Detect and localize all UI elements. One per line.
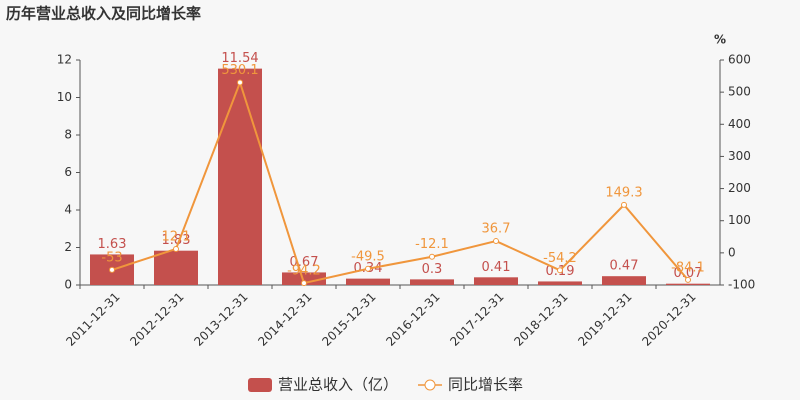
bar (154, 250, 198, 285)
y-tick-label: 6 (64, 165, 72, 179)
bar (410, 279, 454, 285)
x-tick-label: 2018-12-31 (511, 290, 570, 349)
line-value-label: 36.7 (482, 222, 511, 237)
y2-tick-label: 200 (728, 181, 751, 195)
line-point (237, 79, 243, 86)
y-tick-label: 4 (64, 203, 72, 217)
y2-tick-label: 400 (728, 117, 751, 131)
line-point (621, 201, 627, 208)
line-point (301, 280, 307, 287)
line-point (685, 276, 691, 283)
x-tick-label: 2014-12-31 (255, 290, 314, 349)
chart-title: 历年营业总收入及同比增长率 (6, 5, 201, 23)
y-tick-label: 8 (64, 128, 72, 142)
bar-value-label: 1.83 (162, 233, 191, 248)
bar-value-label: 0.47 (610, 259, 639, 274)
line-point (493, 238, 499, 245)
y2-axis-unit: % (714, 33, 726, 47)
line-point (109, 266, 115, 273)
y2-tick-label: 600 (728, 53, 751, 67)
x-tick-label: 2012-12-31 (127, 290, 186, 349)
y2-tick-label: 100 (728, 213, 751, 227)
y-tick-label: 2 (64, 240, 72, 254)
line (111, 79, 689, 285)
line-point (365, 265, 371, 272)
line-value-label: 12.1 (162, 229, 191, 244)
y-tick-label: 12 (57, 53, 72, 67)
bar (218, 68, 262, 285)
bar-value-label: 11.54 (221, 51, 258, 66)
legend-item: 营业总收入（亿） (248, 376, 398, 394)
line-value-label: -84.1 (671, 260, 705, 275)
y2-tick-label: 300 (728, 149, 751, 163)
line-point (557, 267, 563, 274)
legend-label: 营业总收入（亿） (278, 376, 398, 394)
x-tick-label: 2013-12-31 (191, 290, 250, 349)
bar-value-label: 0.3 (422, 262, 443, 277)
line-point (173, 245, 179, 252)
y-tick-label: 0 (64, 278, 72, 292)
x-tick-label: 2020-12-31 (639, 290, 698, 349)
x-tick-label: 2011-12-31 (63, 290, 122, 349)
y-tick-label: 10 (57, 90, 72, 104)
line-value-label: -54.2 (543, 251, 577, 266)
bar (474, 277, 518, 285)
legend-label: 同比增长率 (448, 376, 523, 394)
x-tick-label: 2015-12-31 (319, 290, 378, 349)
legend-item: 同比增长率 (418, 376, 523, 394)
line-value-label: -12.1 (415, 237, 449, 252)
y2-tick-label: -100 (728, 278, 755, 292)
y2-tick-label: 500 (728, 85, 751, 99)
line-value-label: 149.3 (605, 185, 642, 200)
bar (538, 281, 582, 285)
line-value-label: -49.5 (351, 249, 385, 264)
line-point (429, 253, 435, 260)
bar-value-label: 1.63 (98, 237, 127, 252)
bar (602, 276, 646, 285)
x-tick-label: 2019-12-31 (575, 290, 634, 349)
x-tick-label: 2016-12-31 (383, 290, 442, 349)
legend-swatch (248, 378, 272, 392)
line-value-label: -94.2 (287, 264, 321, 279)
line-value-label: -53 (101, 250, 122, 265)
legend-marker (424, 379, 436, 391)
x-tick-label: 2017-12-31 (447, 290, 506, 349)
bar-value-label: 0.41 (482, 260, 511, 275)
bar (282, 272, 326, 285)
line-value-label: 530.1 (221, 63, 258, 78)
bar (666, 283, 710, 285)
y2-tick-label: 0 (728, 245, 736, 259)
bar (346, 278, 390, 285)
